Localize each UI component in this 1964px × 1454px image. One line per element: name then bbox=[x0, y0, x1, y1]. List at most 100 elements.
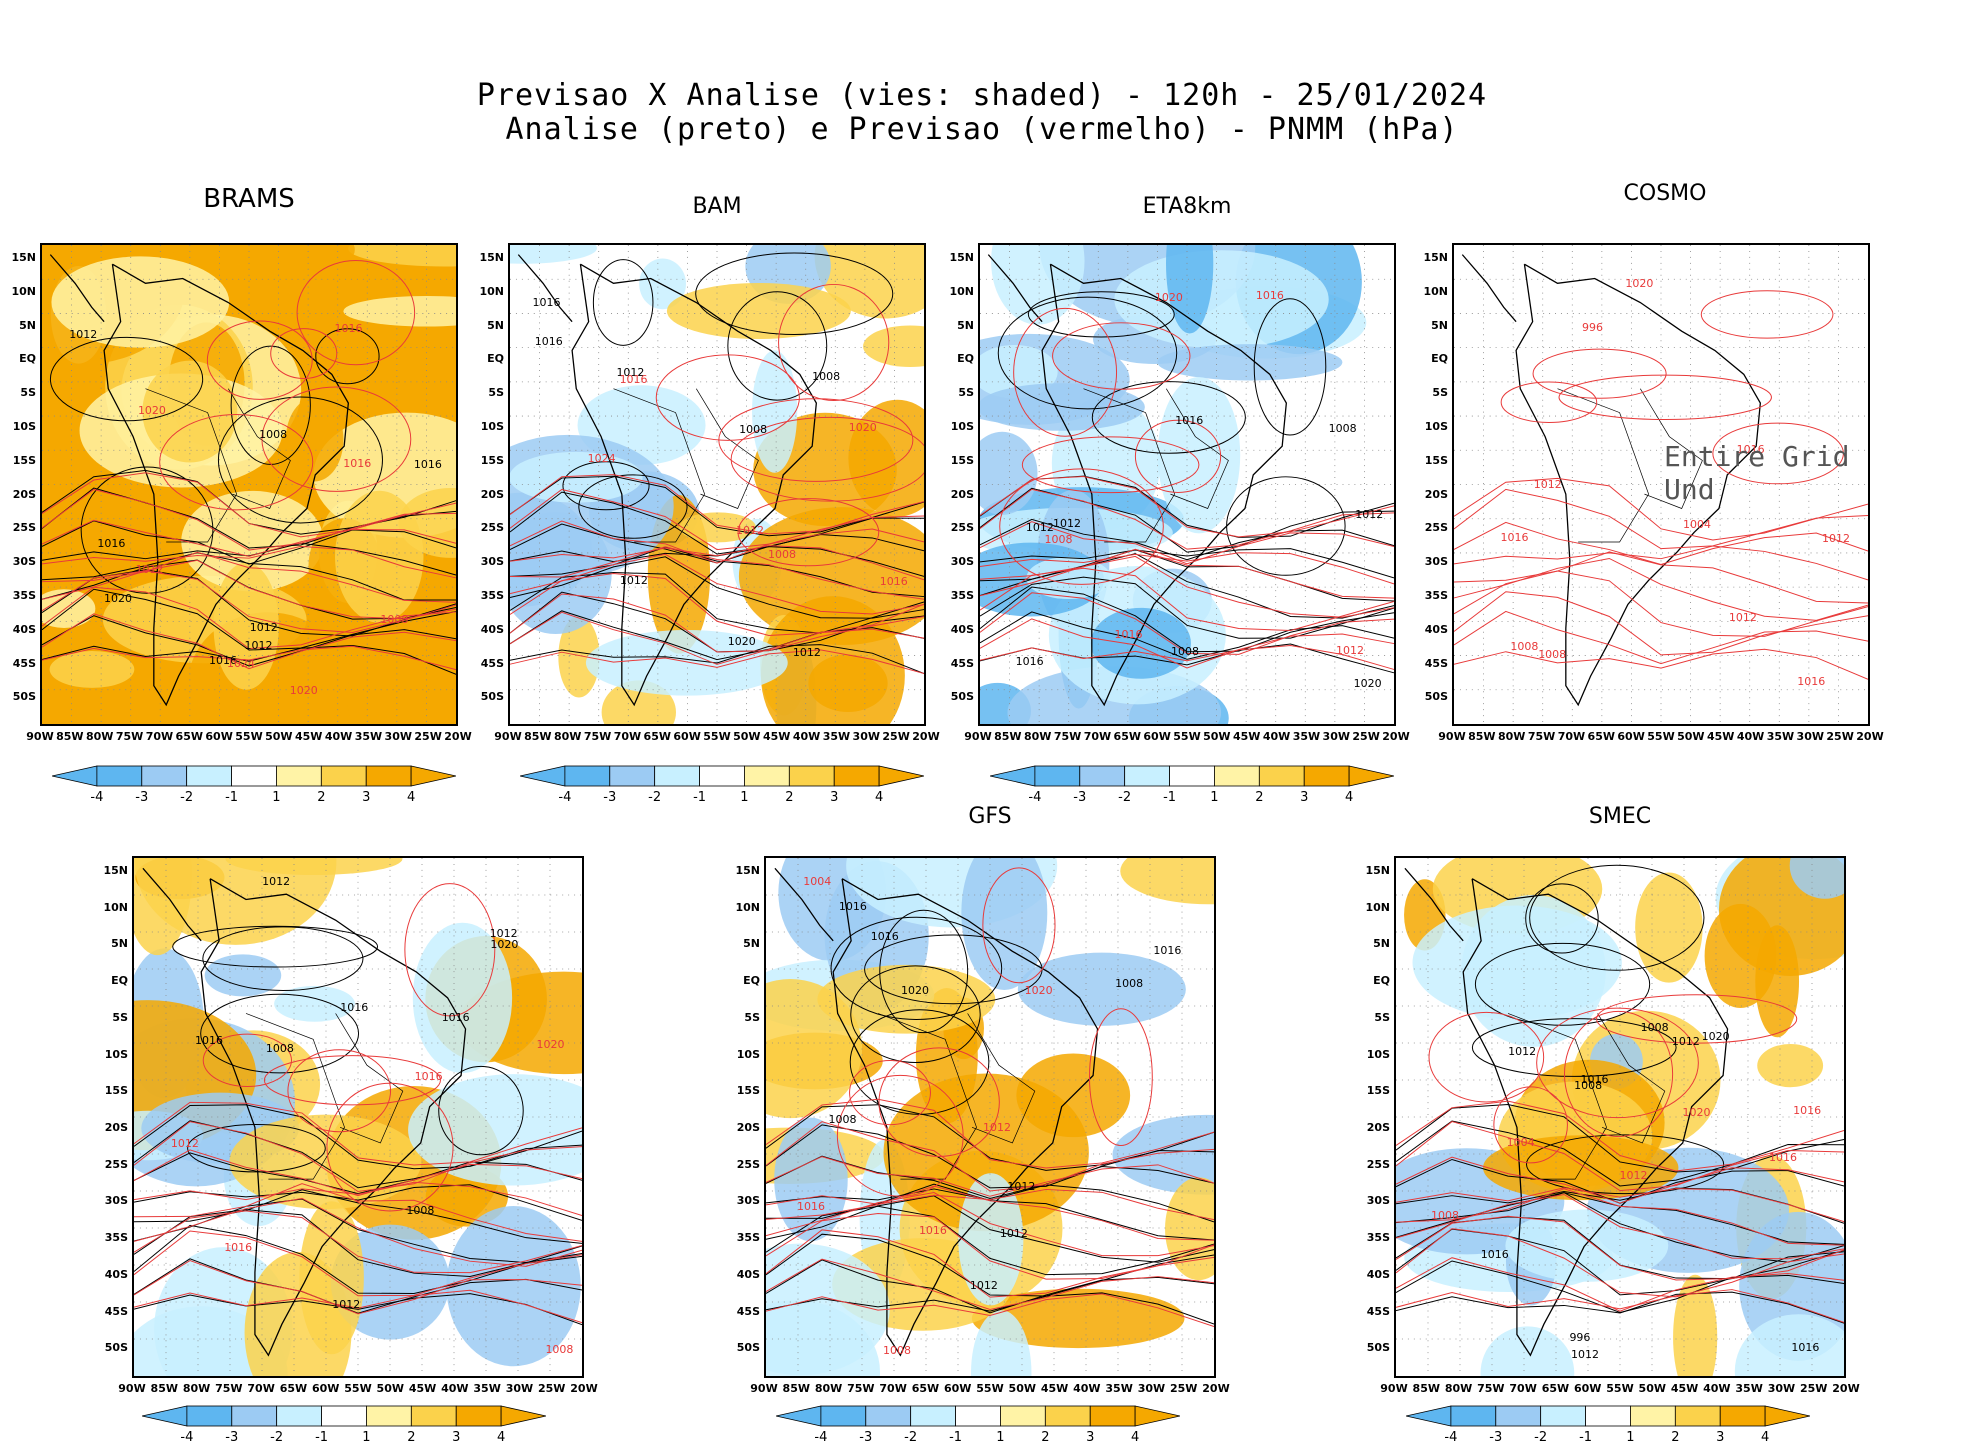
colorbar-label: -1 bbox=[225, 790, 239, 805]
forecast-isobar bbox=[1532, 348, 1667, 399]
forecast-isobar bbox=[980, 552, 1394, 585]
colorbar-label: 3 bbox=[1300, 790, 1309, 805]
colorbar-segment bbox=[1719, 1405, 1766, 1427]
colorbar-label: 2 bbox=[1041, 1430, 1050, 1445]
lon-tick-label: 85W bbox=[782, 1382, 810, 1395]
lat-tick-label: 45S bbox=[1424, 656, 1448, 670]
isobar-label-analysis: 1016 bbox=[1791, 1341, 1820, 1355]
colorbar-segment bbox=[276, 765, 322, 787]
colorbar-label: -2 bbox=[1534, 1430, 1548, 1445]
lon-tick-label: 30W bbox=[384, 730, 412, 743]
isobar-label-analysis: 1012 bbox=[69, 328, 98, 342]
isobar-label-forecast: 1016 bbox=[1736, 443, 1765, 457]
coastline bbox=[1404, 867, 1464, 942]
forecast-isobar bbox=[655, 354, 800, 441]
lon-tick-label: 35W bbox=[1292, 730, 1321, 743]
country-border bbox=[1597, 1013, 1666, 1144]
analysis-isobar bbox=[766, 1155, 1214, 1199]
analysis-isobar bbox=[42, 552, 456, 601]
colorbar-segment bbox=[1674, 1405, 1721, 1427]
lon-tick-label: 55W bbox=[1647, 730, 1675, 743]
lon-tick-label: 25W bbox=[414, 730, 442, 743]
isobar-label-analysis: 1012 bbox=[489, 927, 518, 941]
bias-shading bbox=[408, 1074, 582, 1186]
lon-tick-label: 45W bbox=[1232, 730, 1261, 743]
lat-tick-label: 5N bbox=[1431, 318, 1448, 332]
isobar-label-analysis: 1016 bbox=[209, 653, 238, 667]
colorbar-segment bbox=[1406, 1405, 1452, 1427]
forecast-isobar bbox=[42, 519, 456, 557]
bias-shading bbox=[558, 616, 600, 698]
analysis-isobar bbox=[217, 396, 383, 524]
lat-tick-label: 15N bbox=[1423, 251, 1448, 264]
forecast-isobar bbox=[1454, 477, 1868, 541]
lon-tick-label: 25W bbox=[537, 1382, 566, 1395]
colorbar-label: 4 bbox=[406, 790, 416, 805]
colorbar-segment bbox=[500, 1405, 546, 1427]
lon-tick-label: 90W bbox=[1438, 730, 1466, 743]
bias-shading bbox=[752, 350, 798, 473]
lon-tick-label: 20W bbox=[444, 730, 472, 743]
colorbar-segment bbox=[96, 765, 143, 787]
isobar-label-analysis: 1008 bbox=[812, 369, 841, 383]
lon-tick-label: 20W bbox=[1832, 1382, 1860, 1395]
colorbar-label: 1 bbox=[1210, 790, 1219, 805]
analysis-isobar bbox=[1474, 942, 1651, 1026]
analysis-isobar bbox=[1091, 381, 1246, 454]
forecast-isobar bbox=[878, 1047, 1000, 1157]
lat-tick-label: 35S bbox=[480, 589, 504, 603]
lat-tick-label: 5S bbox=[1374, 1010, 1390, 1024]
lon-tick-label: 60W bbox=[1143, 730, 1171, 743]
colorbar-segment bbox=[1089, 1405, 1136, 1427]
lat-tick-label: 5N bbox=[111, 937, 128, 951]
isobar-label-analysis: 1012 bbox=[1671, 1034, 1700, 1048]
isobar-label-analysis: 1008 bbox=[265, 1041, 294, 1055]
isobar-label-analysis: 1020 bbox=[901, 984, 930, 997]
lon-tick-label: 90W bbox=[1380, 1382, 1408, 1395]
lat-tick-label: 45S bbox=[12, 656, 36, 670]
lat-tick-label: 30S bbox=[12, 555, 36, 569]
colorbar-label: -3 bbox=[225, 1430, 239, 1445]
lon-tick-label: 65W bbox=[279, 1382, 308, 1395]
isobar-label-analysis: 996 bbox=[1569, 1330, 1591, 1344]
lon-tick-label: 70W bbox=[879, 1382, 907, 1395]
isobar-label-analysis: 1008 bbox=[259, 428, 288, 442]
lon-tick-label: 85W bbox=[524, 730, 552, 743]
bias-shading bbox=[142, 360, 238, 463]
isobar-label-analysis: 1016 bbox=[340, 1001, 369, 1015]
forecast-isobar bbox=[1454, 551, 1868, 604]
lat-tick-label: EQ bbox=[19, 352, 36, 366]
lat-tick-label: 40S bbox=[1424, 622, 1448, 636]
colorbar-label: 4 bbox=[496, 1430, 506, 1445]
isobar-label-analysis: 1012 bbox=[792, 646, 821, 660]
forecast-isobar bbox=[1396, 1121, 1844, 1192]
bias-shading bbox=[1017, 952, 1186, 1026]
lon-tick-label: 45W bbox=[1706, 730, 1735, 743]
country-border bbox=[1557, 388, 1650, 543]
lat-tick-label: 40S bbox=[12, 622, 36, 636]
colorbar-segment bbox=[1044, 1405, 1091, 1427]
lat-tick-label: 20S bbox=[1366, 1121, 1390, 1134]
colorbar-segment bbox=[1585, 1405, 1631, 1427]
map-canvas bbox=[1396, 858, 1844, 1376]
bias-shading bbox=[774, 1117, 848, 1242]
colorbar-label: 1 bbox=[1626, 1430, 1635, 1445]
analysis-isobar bbox=[766, 1124, 1214, 1189]
lon-tick-label: 65W bbox=[1113, 730, 1141, 743]
bias-shading bbox=[639, 258, 686, 310]
colorbar-label: -3 bbox=[859, 1430, 873, 1445]
bias-shading bbox=[971, 1310, 1032, 1376]
bias-shading bbox=[1757, 1044, 1824, 1088]
isobar-label-forecast: 1008 bbox=[883, 1344, 911, 1358]
bias-shading bbox=[1157, 344, 1343, 381]
forecast-isobar bbox=[999, 468, 1164, 585]
forecast-isobar bbox=[982, 867, 1056, 984]
analysis-isobar bbox=[510, 491, 924, 555]
colorbar-segment bbox=[186, 765, 232, 787]
map-canvas bbox=[42, 245, 456, 724]
forecast-isobar bbox=[510, 474, 924, 535]
isobar-label-analysis: 1012 bbox=[1508, 1044, 1537, 1058]
lat-tick-label: 50S bbox=[736, 1341, 760, 1355]
analysis-isobar bbox=[695, 252, 894, 335]
lon-tick-label: 60W bbox=[311, 1382, 340, 1395]
